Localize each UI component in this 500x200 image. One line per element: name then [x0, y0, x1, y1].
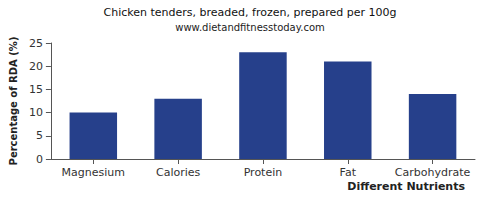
svg-text:Different Nutrients: Different Nutrients [347, 180, 465, 193]
svg-text:Protein: Protein [244, 166, 283, 179]
svg-text:Chicken tenders, breaded, froz: Chicken tenders, breaded, frozen, prepar… [104, 6, 397, 19]
svg-text:25: 25 [29, 37, 43, 50]
svg-text:Calories: Calories [156, 166, 201, 179]
svg-text:15: 15 [29, 83, 43, 96]
svg-text:Carbohydrate: Carbohydrate [395, 166, 471, 179]
svg-text:Percentage of RDA (%): Percentage of RDA (%) [8, 37, 19, 166]
svg-text:Magnesium: Magnesium [62, 166, 125, 179]
svg-text:5: 5 [36, 129, 43, 142]
svg-text:www.dietandfitnesstoday.com: www.dietandfitnesstoday.com [175, 22, 324, 33]
svg-text:10: 10 [29, 106, 43, 119]
svg-text:20: 20 [29, 60, 43, 73]
svg-text:0: 0 [36, 153, 43, 166]
svg-text:Fat: Fat [340, 166, 357, 179]
